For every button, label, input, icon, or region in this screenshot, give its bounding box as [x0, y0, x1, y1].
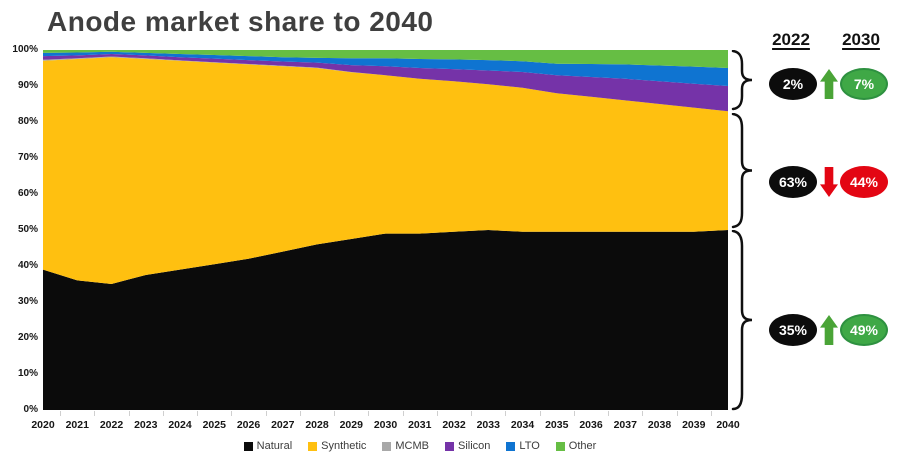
- value-badge-2030: 44%: [840, 166, 888, 198]
- x-tick-label: 2026: [236, 419, 261, 431]
- y-tick-label: 50%: [17, 224, 38, 235]
- comparison-row-synthetic: 63% 44%: [769, 166, 894, 198]
- axis-tick-mark: [368, 411, 370, 416]
- value-badge-2022: 35%: [769, 314, 817, 346]
- x-tick-label: 2031: [408, 419, 432, 431]
- axis-tick-mark: [265, 411, 267, 416]
- legend-swatch: [308, 441, 318, 451]
- chart-legend: Natural Synthetic MCMB Silicon LTO Other: [100, 440, 740, 452]
- column-header-2030: 2030: [842, 30, 880, 49]
- axis-tick-mark: [299, 411, 301, 416]
- brace-natural: [731, 230, 753, 411]
- area-silicon: [43, 54, 728, 112]
- y-tick-label: 70%: [17, 152, 38, 163]
- axis-tick-mark: [197, 411, 199, 416]
- comparison-row-other-anodes: 2% 7%: [769, 68, 894, 100]
- legend-item-other: Other: [555, 440, 597, 452]
- column-header-2022: 2022: [772, 30, 810, 49]
- legend-label: Other: [568, 440, 597, 452]
- trend-arrow-up-icon: [820, 69, 838, 99]
- legend-swatch: [445, 441, 454, 451]
- area-natural: [43, 230, 728, 410]
- y-tick-label: 40%: [17, 260, 38, 271]
- value-badge-2030: 7%: [840, 68, 888, 100]
- y-tick-label: 20%: [17, 332, 38, 343]
- x-tick-label: 2024: [168, 419, 192, 431]
- x-tick-label: 2040: [716, 419, 740, 431]
- x-tick-label: 2038: [647, 419, 672, 431]
- axis-tick-mark: [162, 411, 164, 416]
- axis-tick-mark: [436, 411, 438, 416]
- trend-arrow-down-icon: [820, 167, 838, 197]
- y-tick-label: 80%: [17, 116, 38, 127]
- legend-swatch: [382, 441, 392, 451]
- y-tick-label: 90%: [17, 80, 38, 91]
- x-tick-label: 2036: [579, 419, 603, 431]
- axis-tick-mark: [231, 411, 233, 416]
- x-tick-label: 2028: [305, 419, 329, 431]
- axis-tick-mark: [402, 411, 404, 416]
- legend-label: Synthetic: [321, 440, 367, 452]
- brace-synthetic: [731, 113, 753, 229]
- x-tick-label: 2029: [339, 419, 363, 431]
- x-tick-label: 2032: [442, 419, 466, 431]
- area-synthetic: [43, 57, 728, 285]
- trend-arrow-up-icon: [820, 315, 838, 345]
- x-tick-label: 2033: [476, 419, 500, 431]
- value-badge-2030: 49%: [840, 314, 888, 346]
- comparison-row-natural: 35% 49%: [769, 314, 894, 346]
- legend-label: MCMB: [395, 440, 429, 452]
- axis-tick-mark: [608, 411, 610, 416]
- axis-tick-mark: [573, 411, 575, 416]
- axis-tick-mark: [505, 411, 507, 416]
- y-tick-label: 10%: [17, 368, 38, 379]
- legend-label: LTO: [519, 440, 540, 452]
- x-tick-label: 2020: [31, 419, 55, 431]
- stacked-area-chart: [43, 50, 728, 410]
- area-other: [43, 50, 728, 68]
- area-lto: [43, 51, 728, 86]
- axis-tick-mark: [60, 411, 62, 416]
- x-tick-label: 2030: [373, 419, 398, 431]
- y-tick-label: 60%: [17, 188, 38, 199]
- legend-item-lto: LTO: [506, 440, 540, 452]
- legend-label: Natural: [256, 440, 293, 452]
- value-badge-2022: 63%: [769, 166, 817, 198]
- x-tick-label: 2021: [65, 419, 89, 431]
- legend-item-silicon: Silicon: [445, 440, 490, 452]
- x-tick-label: 2037: [613, 419, 637, 431]
- axis-tick-mark: [94, 411, 96, 416]
- legend-item-natural: Natural: [243, 440, 293, 452]
- x-tick-label: 2025: [202, 419, 226, 431]
- axis-tick-mark: [676, 411, 678, 416]
- axis-tick-mark: [128, 411, 130, 416]
- axis-tick-mark: [471, 411, 473, 416]
- x-tick-label: 2023: [134, 419, 158, 431]
- axis-tick-mark: [710, 411, 712, 416]
- y-tick-label: 0%: [23, 404, 38, 415]
- value-badge-2022: 2%: [769, 68, 817, 100]
- y-tick-label: 30%: [17, 296, 38, 307]
- axis-tick-mark: [334, 411, 336, 416]
- legend-label: Silicon: [458, 440, 491, 452]
- x-tick-label: 2022: [99, 419, 124, 431]
- axis-tick-mark: [539, 411, 541, 416]
- brace-other-anodes: [731, 50, 753, 111]
- axis-tick-mark: [642, 411, 644, 416]
- y-tick-label: 100%: [12, 44, 38, 55]
- legend-swatch: [506, 441, 516, 451]
- x-tick-label: 2039: [682, 419, 706, 431]
- x-tick-label: 2034: [510, 419, 535, 431]
- legend-swatch: [555, 441, 565, 451]
- legend-swatch: [243, 441, 253, 451]
- page-title: Anode market share to 2040: [47, 6, 434, 37]
- legend-item-synthetic: Synthetic: [308, 440, 366, 452]
- legend-item-mcmb: MCMB: [382, 440, 429, 452]
- x-tick-label: 2027: [271, 419, 295, 431]
- x-tick-label: 2035: [545, 419, 569, 431]
